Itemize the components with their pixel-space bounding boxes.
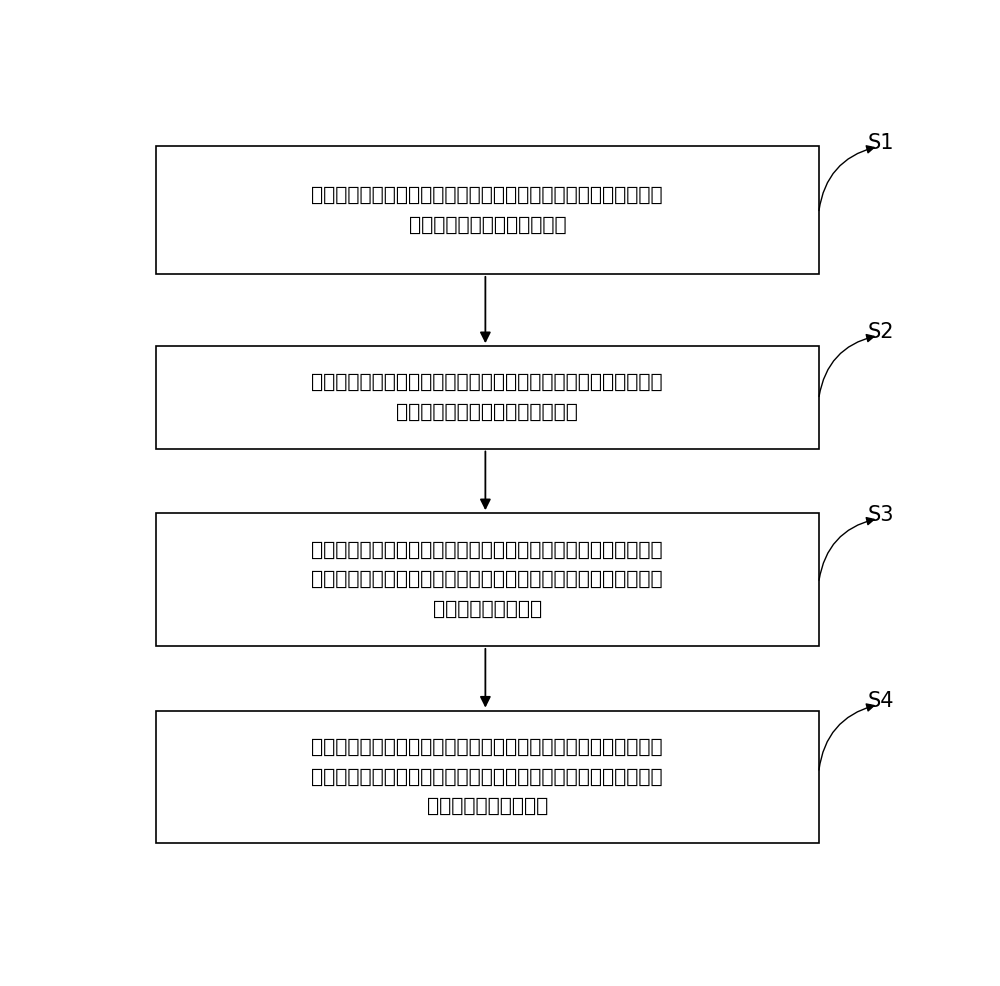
FancyBboxPatch shape bbox=[156, 711, 819, 843]
Text: 分别对所述通信两端各自的接收天线所接收的信号进行均衡处理，
得到其对应发送天线的后处理信号: 分别对所述通信两端各自的接收天线所接收的信号进行均衡处理， 得到其对应发送天线的… bbox=[312, 373, 663, 422]
Text: S1: S1 bbox=[867, 133, 894, 154]
FancyArrowPatch shape bbox=[819, 334, 874, 396]
FancyArrowPatch shape bbox=[819, 704, 874, 770]
FancyArrowPatch shape bbox=[819, 518, 874, 580]
FancyArrowPatch shape bbox=[819, 146, 874, 210]
Text: S4: S4 bbox=[867, 691, 894, 712]
Text: S2: S2 bbox=[867, 322, 894, 342]
Text: 在全双工天线系统中，对通信两端各自的接收天线分别进行自干扰
消除，获得相应的自干扰信道: 在全双工天线系统中，对通信两端各自的接收天线分别进行自干扰 消除，获得相应的自干… bbox=[312, 186, 663, 235]
FancyBboxPatch shape bbox=[156, 146, 819, 274]
FancyBboxPatch shape bbox=[156, 513, 819, 646]
Text: 当所述通信两端各自的接收天线分别对应的自干扰信道分布满足独
立同分布的莱斯分布时，计算所述通信两端各自发送天线的后处理
信号与干扰加噪声比: 当所述通信两端各自的接收天线分别对应的自干扰信道分布满足独 立同分布的莱斯分布时… bbox=[312, 540, 663, 618]
Text: 以所述通信两端各自发送天线的后处理信号与干扰加噪声比为基础
，基于天线选择准则，遍历所述通信两端之间所有的天线配对，确
定最终的天线搭配方案: 以所述通信两端各自发送天线的后处理信号与干扰加噪声比为基础 ，基于天线选择准则，… bbox=[312, 738, 663, 816]
Text: S3: S3 bbox=[867, 506, 894, 526]
FancyBboxPatch shape bbox=[156, 346, 819, 449]
